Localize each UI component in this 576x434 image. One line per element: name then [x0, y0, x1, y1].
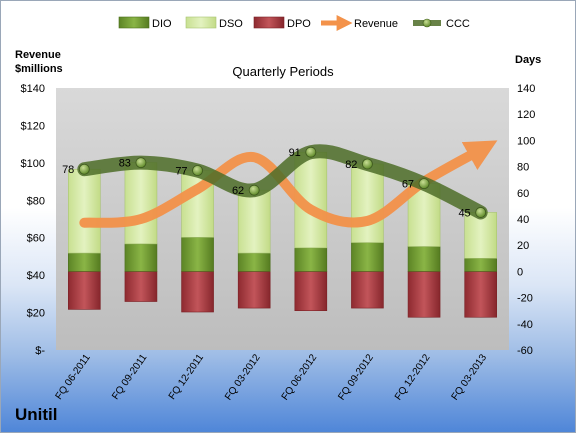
right-tick-label: -60	[517, 345, 533, 357]
dpo-bar	[351, 271, 384, 309]
legend-label: DPO	[287, 18, 311, 30]
company-name: Unitil	[15, 405, 58, 424]
legend-item-ccc: CCC	[413, 18, 470, 30]
dso-bar	[68, 168, 101, 254]
ccc-line	[77, 144, 488, 220]
legend-label: CCC	[446, 18, 470, 30]
x-tick-label: FQ 09-2011	[110, 352, 149, 402]
dso-bar	[124, 162, 158, 245]
dpo-bar	[464, 271, 497, 318]
dpo-bar	[237, 271, 271, 309]
left-tick-label: $20	[27, 308, 45, 320]
legend-item-dpo: DPO	[253, 16, 311, 30]
right-tick-label: 0	[517, 266, 523, 278]
ccc-data-label: 45	[458, 207, 470, 219]
ccc-point	[475, 207, 487, 218]
ccc-point	[192, 165, 203, 176]
x-tick-label: FQ 03-2012	[223, 352, 263, 402]
x-axis: FQ 06-2011 FQ 09-2011 FQ 12-2011 FQ 03-2012…	[54, 352, 490, 402]
x-tick-label: FQ 12-2011	[167, 352, 206, 402]
legend: DIO DSO DPO Revenue CCC	[118, 14, 470, 32]
dpo-bar	[181, 271, 214, 313]
legend-label: Revenue	[354, 18, 398, 30]
dio-bar	[294, 247, 328, 272]
right-tick-label: 140	[517, 83, 535, 95]
right-tick-label: 100	[517, 135, 535, 147]
left-tick-label: $140	[21, 83, 45, 95]
dpo-bar	[124, 271, 158, 302]
legend-label: DSO	[219, 18, 243, 30]
legend-swatch	[118, 16, 150, 29]
right-tick-label: 60	[517, 188, 529, 200]
left-tick-label: $100	[21, 158, 45, 170]
x-tick-label: FQ 09-2012	[336, 352, 376, 402]
ccc-data-label: 91	[289, 147, 301, 159]
right-tick-label: 120	[517, 109, 535, 121]
dio-bar	[351, 242, 384, 272]
dio-bar	[181, 237, 214, 272]
dio-bar	[237, 252, 271, 272]
dio-bar	[464, 257, 497, 272]
legend-item-dso: DSO	[185, 16, 243, 30]
right-tick-label: 40	[517, 214, 529, 226]
dio-bar	[68, 252, 101, 272]
right-tick-label: -40	[517, 319, 533, 331]
right-tick-label: -20	[517, 293, 533, 305]
x-tick-label: FQ 12-2012	[393, 352, 433, 402]
dpo-bar	[68, 271, 101, 310]
ccc-point	[78, 163, 90, 175]
dpo-bar	[407, 271, 441, 318]
left-tick-label: $120	[21, 120, 45, 132]
right-axis: -60 -40 -20 0 20 40 60 80 100 120 140	[517, 83, 535, 357]
ccc-point	[362, 158, 373, 170]
ccc-data-label: 62	[232, 185, 244, 197]
ccc-point	[135, 157, 147, 169]
right-axis-title: Days	[515, 54, 541, 66]
lines: 78 83 77 62 91 82 67 45	[62, 140, 498, 228]
ccc-data-label: 67	[402, 179, 414, 191]
dpo-bar	[294, 271, 328, 311]
bars	[68, 151, 497, 318]
legend-item-dio: DIO	[118, 16, 172, 30]
ccc-point	[248, 184, 260, 196]
ccc-data-label: 77	[175, 166, 187, 178]
left-axis-title-line2: $millions	[15, 63, 63, 75]
ccc-point	[418, 178, 430, 190]
dso-bar	[237, 189, 271, 254]
ccc-data-label: 82	[345, 159, 357, 171]
ccc-data-label: 83	[119, 158, 131, 170]
legend-swatch	[253, 16, 285, 29]
left-axis: $- $20 $40 $60 $80 $100 $120 $140	[21, 83, 46, 357]
chart-title: Quarterly Periods	[232, 64, 334, 79]
dio-bar	[407, 246, 441, 272]
x-tick-label: FQ 06-2011	[54, 352, 93, 402]
left-axis-title-line1: Revenue	[15, 49, 61, 61]
left-tick-label: $-	[35, 345, 45, 357]
right-tick-label: 20	[517, 240, 529, 252]
legend-swatch-dot	[422, 18, 432, 28]
legend-swatch	[185, 16, 217, 29]
legend-item-revenue: Revenue	[321, 14, 398, 32]
x-tick-label: FQ 06-2012	[280, 352, 320, 402]
dio-bar	[124, 243, 158, 272]
ccc-data-label: 78	[62, 164, 74, 176]
legend-label: DIO	[152, 18, 172, 30]
left-tick-label: $40	[27, 270, 45, 282]
left-tick-label: $60	[27, 233, 45, 245]
right-tick-label: 80	[517, 162, 529, 174]
x-tick-label: FQ 03-2013	[450, 352, 490, 402]
ccc-point	[305, 146, 317, 158]
left-tick-label: $80	[27, 195, 45, 207]
dso-bar	[351, 163, 384, 243]
